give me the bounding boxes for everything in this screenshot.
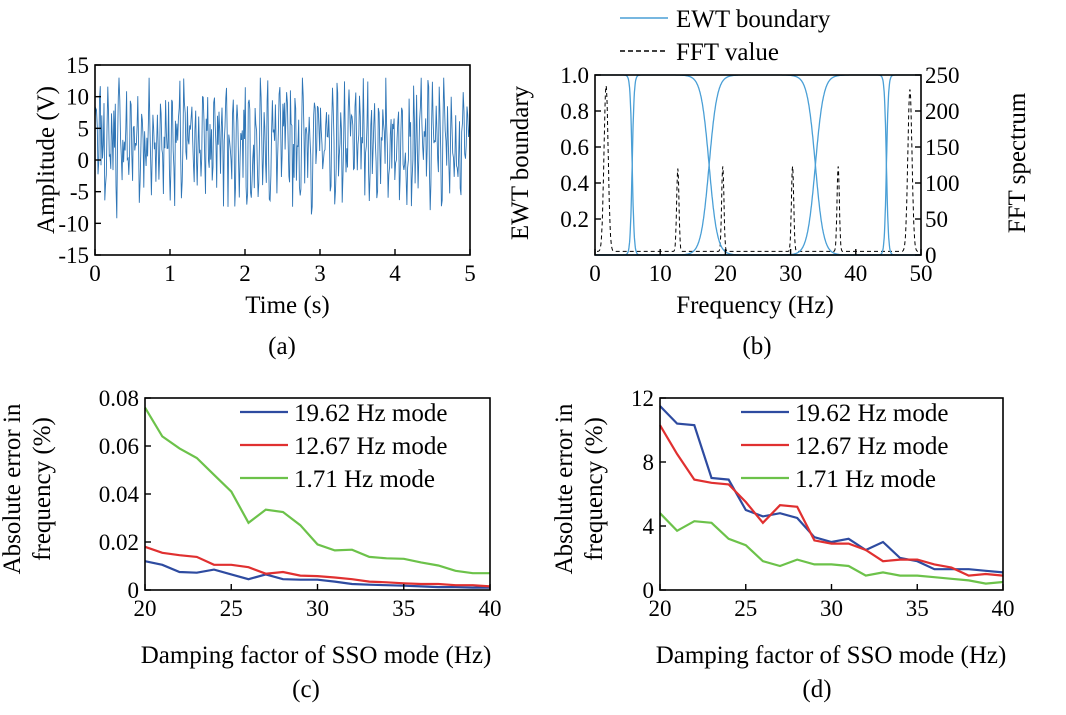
y-axis-label-line2: frequency (%) <box>29 417 56 561</box>
x-tick-label: 30 <box>779 261 802 286</box>
x-tick-label: 10 <box>649 261 672 286</box>
y-right-tick-label: 250 <box>925 63 960 88</box>
series-line-ewt-boundary <box>595 74 921 256</box>
y-axis-label-line2: frequency (%) <box>581 417 608 561</box>
x-tick-label: 50 <box>910 261 933 286</box>
x-axis-label: Time (s) <box>245 292 330 319</box>
panel-caption: (d) <box>802 676 831 703</box>
y-tick-label: -15 <box>58 243 89 268</box>
y-tick-label: -10 <box>58 211 89 236</box>
x-tick-label: 4 <box>389 261 401 286</box>
x-tick-label: 20 <box>134 596 157 621</box>
y-axis-label-line1: Absolute error in <box>551 403 578 574</box>
y-axis-label-line1: Absolute error in <box>0 403 26 574</box>
x-axis-label: Damping factor of SSO mode (Hz) <box>656 642 1007 669</box>
x-tick-label: 40 <box>992 596 1015 621</box>
series-line-signal <box>94 77 471 219</box>
x-tick-label: 0 <box>589 261 601 286</box>
y-tick-label: 0 <box>643 578 655 603</box>
y-tick-label: 1.0 <box>560 63 589 88</box>
x-tick-label: 35 <box>906 596 929 621</box>
y-tick-label: 0.02 <box>99 530 139 555</box>
x-tick-label: 35 <box>392 596 415 621</box>
y-tick-label: 5 <box>78 116 90 141</box>
y-right-tick-label: 100 <box>925 171 960 196</box>
series-line-ewt-boundary <box>595 74 921 256</box>
y-tick-label: 0.6 <box>560 135 589 160</box>
y-right-tick-label: 0 <box>925 243 937 268</box>
series-line-19-62-hz-mode <box>659 405 1004 574</box>
x-tick-label: 30 <box>306 596 329 621</box>
series-line-19-62-hz-mode <box>144 560 490 589</box>
y-right-axis-label: FFT spectrum <box>1004 92 1031 233</box>
y-tick-label: 12 <box>631 386 654 411</box>
legend-label: 12.67 Hz mode <box>294 433 447 460</box>
x-tick-label: 5 <box>464 261 476 286</box>
y-tick-label: -5 <box>70 180 89 205</box>
x-tick-label: 20 <box>649 596 672 621</box>
series-line-12-67-hz-mode <box>659 424 1004 577</box>
panel-caption: (a) <box>268 333 296 360</box>
y-right-tick-label: 150 <box>925 135 960 160</box>
y-tick-label: 0.8 <box>560 99 589 124</box>
y-tick-label: 0.2 <box>560 207 589 232</box>
y-axis-label: Absolute error in frequency (%) <box>551 403 608 574</box>
panel-caption: (c) <box>292 676 320 703</box>
legend-label: 19.62 Hz mode <box>795 400 948 427</box>
y-tick-label: 0.08 <box>99 386 139 411</box>
y-tick-label: 4 <box>643 514 655 539</box>
legend-label-fft-value: FFT value <box>676 39 779 66</box>
series-line-1-71-hz-mode <box>659 512 1004 585</box>
x-tick-label: 40 <box>479 596 502 621</box>
x-axis-label: Frequency (Hz) <box>676 292 834 319</box>
legend-label: 1.71 Hz mode <box>294 466 435 493</box>
series-line-1-71-hz-mode <box>144 407 490 575</box>
series-line-ewt-boundary <box>595 74 921 256</box>
x-tick-label: 2 <box>239 261 251 286</box>
x-axis-label: Damping factor of SSO mode (Hz) <box>141 642 492 669</box>
legend-label: 1.71 Hz mode <box>795 466 936 493</box>
y-tick-label: 0 <box>128 578 140 603</box>
x-tick-label: 25 <box>220 596 243 621</box>
y-tick-label: 8 <box>643 450 655 475</box>
y-tick-label: 0 <box>78 148 90 173</box>
y-tick-label: 0.4 <box>560 171 589 196</box>
legend-label: 19.62 Hz mode <box>294 400 447 427</box>
plot-frame-b <box>594 74 922 256</box>
x-tick-label: 30 <box>820 596 843 621</box>
x-tick-label: 1 <box>164 261 176 286</box>
series-line-ewt-boundary <box>595 74 921 256</box>
x-tick-label: 3 <box>314 261 326 286</box>
y-tick-label: 0.04 <box>99 482 140 507</box>
legend-label-ewt-boundary: EWT boundary <box>676 6 831 33</box>
y-axis-label: EWT boundary <box>507 85 534 240</box>
y-tick-label: 0.06 <box>99 434 139 459</box>
legend-label: 12.67 Hz mode <box>795 433 948 460</box>
x-tick-label: 20 <box>714 261 737 286</box>
x-tick-label: 25 <box>734 596 757 621</box>
series-line-12-67-hz-mode <box>144 545 491 588</box>
y-right-tick-label: 50 <box>925 207 948 232</box>
x-tick-label: 0 <box>89 261 101 286</box>
series-line-ewt-boundary <box>595 74 921 256</box>
y-tick-label: 10 <box>66 85 89 110</box>
series-line-fft-value <box>597 85 921 252</box>
panel-caption: (b) <box>742 333 771 360</box>
y-axis-label: Absolute error in frequency (%) <box>0 403 56 574</box>
y-tick-label: 15 <box>66 53 89 78</box>
y-right-tick-label: 200 <box>925 99 960 124</box>
y-axis-label: Amplitude (V) <box>33 86 60 234</box>
x-tick-label: 40 <box>844 261 867 286</box>
